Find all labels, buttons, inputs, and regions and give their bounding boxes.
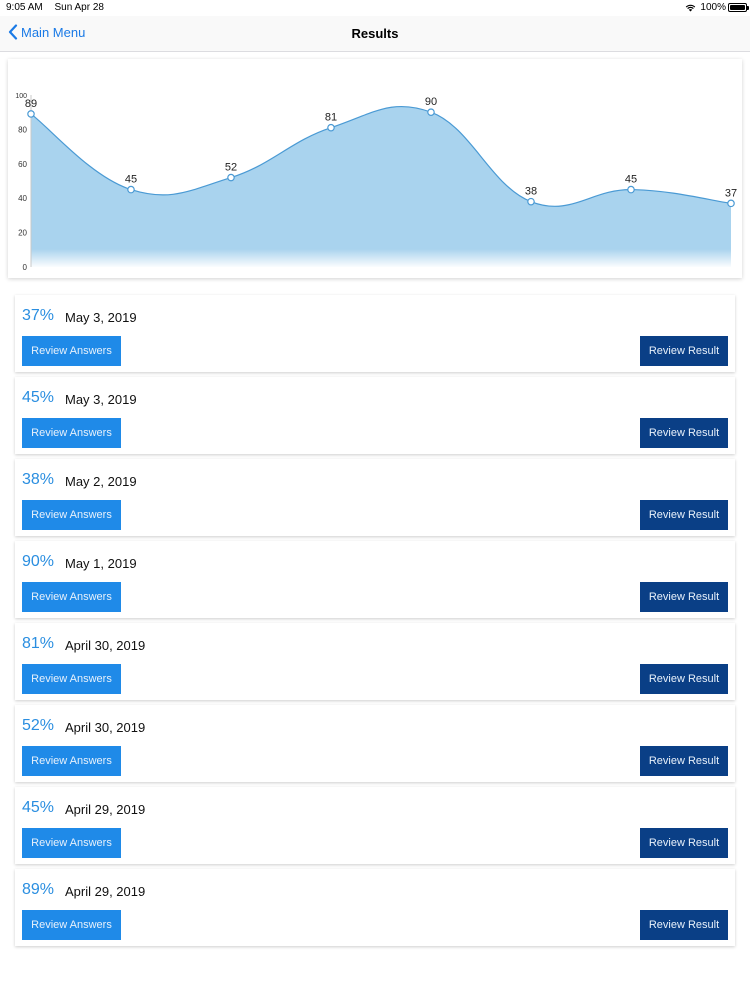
result-card: 45% April 29, 2019 Review Answers Review Re… [15, 787, 735, 864]
status-date: Sun Apr 28 [54, 2, 104, 13]
review-answers-button[interactable]: Review Answers [22, 336, 121, 366]
wifi-icon [686, 4, 696, 11]
result-date: April 30, 2019 [65, 720, 146, 735]
review-answers-button[interactable]: Review Answers [22, 500, 121, 530]
chart-data-label: 37 [725, 187, 737, 199]
result-score: 52% [22, 717, 55, 734]
chart-point [527, 197, 535, 206]
y-tick-label: 100 [15, 93, 27, 100]
chart-point [627, 185, 635, 194]
status-left: 9:05 AM Sun Apr 28 [6, 2, 113, 13]
chart-data-label: 52 [225, 162, 237, 174]
result-card: 45% May 3, 2019 Review Answers Review Resul… [15, 377, 735, 454]
result-score: 81% [22, 635, 55, 652]
chart-area-fade [31, 249, 731, 267]
result-date: May 3, 2019 [65, 392, 137, 407]
status-right: 100% [685, 2, 726, 13]
result-card: 37% May 3, 2019 Review Answers Review Resul… [15, 295, 735, 372]
chart-data-label: 45 [125, 174, 137, 186]
review-result-button[interactable]: Review Result [640, 746, 728, 776]
chart-data-label: 89 [25, 98, 37, 110]
result-card: 89% April 29, 2019 Review Answers Review Re… [15, 869, 735, 946]
result-date: May 2, 2019 [65, 474, 137, 489]
chart-data-label: 90 [425, 96, 437, 108]
review-answers-button[interactable]: Review Answers [22, 746, 121, 776]
result-score: 45% [22, 799, 55, 816]
back-button[interactable]: Main Menu [8, 24, 85, 40]
review-result-button[interactable]: Review Result [640, 500, 728, 530]
result-date: April 30, 2019 [65, 638, 146, 653]
page-title: Results [351, 26, 399, 41]
status-bar: 9:05 AM Sun Apr 28 100% [0, 0, 750, 16]
chart-data-label: 81 [325, 112, 337, 124]
chart-point [227, 173, 235, 182]
chart-point [127, 185, 135, 194]
review-result-button[interactable]: Review Result [640, 828, 728, 858]
review-result-button[interactable]: Review Result [640, 336, 728, 366]
chart-point [27, 110, 35, 118]
chart-point [727, 199, 735, 208]
result-card: 52% April 30, 2019 Review Answers Review Re… [15, 705, 735, 782]
back-button-label: Main Menu [21, 24, 86, 40]
result-date: April 29, 2019 [65, 802, 146, 817]
status-time: 9:05 AM [6, 2, 43, 13]
review-answers-button[interactable]: Review Answers [22, 910, 121, 940]
battery-percent: 100% [700, 2, 726, 13]
area-chart: 0 20 40 60 80 100 89 45 52 81 90 38 45 37 [15, 93, 737, 272]
navigation-bar: Main Menu Results [0, 16, 750, 52]
result-score: 89% [22, 881, 55, 898]
chart-data-label: 38 [525, 186, 537, 198]
y-tick-label: 80 [18, 125, 27, 134]
result-card: 90% May 1, 2019 Review Answers Review Resul… [15, 541, 735, 618]
y-tick-label: 0 [23, 263, 28, 272]
y-tick-label: 20 [18, 229, 27, 238]
result-score: 45% [22, 389, 55, 406]
review-result-button[interactable]: Review Result [640, 664, 728, 694]
review-result-button[interactable]: Review Result [640, 910, 728, 940]
y-tick-label: 40 [18, 194, 27, 203]
battery-icon [728, 3, 749, 12]
chevron-left-icon [8, 24, 18, 40]
review-result-button[interactable]: Review Result [640, 582, 728, 612]
review-result-button[interactable]: Review Result [640, 418, 728, 448]
results-chart: 0 20 40 60 80 100 89 45 52 81 90 38 45 37 [8, 59, 742, 278]
result-card: 81% April 30, 2019 Review Answers Review Re… [15, 623, 735, 700]
chart-series-line [30, 105, 732, 207]
chart-area-fill [31, 106, 731, 267]
review-answers-button[interactable]: Review Answers [22, 418, 121, 448]
result-score: 37% [22, 307, 55, 324]
chart-point [427, 108, 435, 117]
result-score: 38% [22, 471, 55, 488]
result-date: April 29, 2019 [65, 884, 146, 899]
y-tick-label: 60 [18, 160, 27, 169]
review-answers-button[interactable]: Review Answers [22, 582, 121, 612]
review-answers-button[interactable]: Review Answers [22, 664, 121, 694]
result-score: 90% [22, 553, 55, 570]
result-date: May 1, 2019 [65, 556, 137, 571]
chart-data-label: 45 [625, 174, 637, 186]
chart-point [327, 123, 335, 132]
results-list: 37% May 3, 2019 Review Answers Review Resul… [15, 295, 735, 951]
review-answers-button[interactable]: Review Answers [22, 828, 121, 858]
result-date: May 3, 2019 [65, 310, 137, 325]
result-card: 38% May 2, 2019 Review Answers Review Resul… [15, 459, 735, 536]
